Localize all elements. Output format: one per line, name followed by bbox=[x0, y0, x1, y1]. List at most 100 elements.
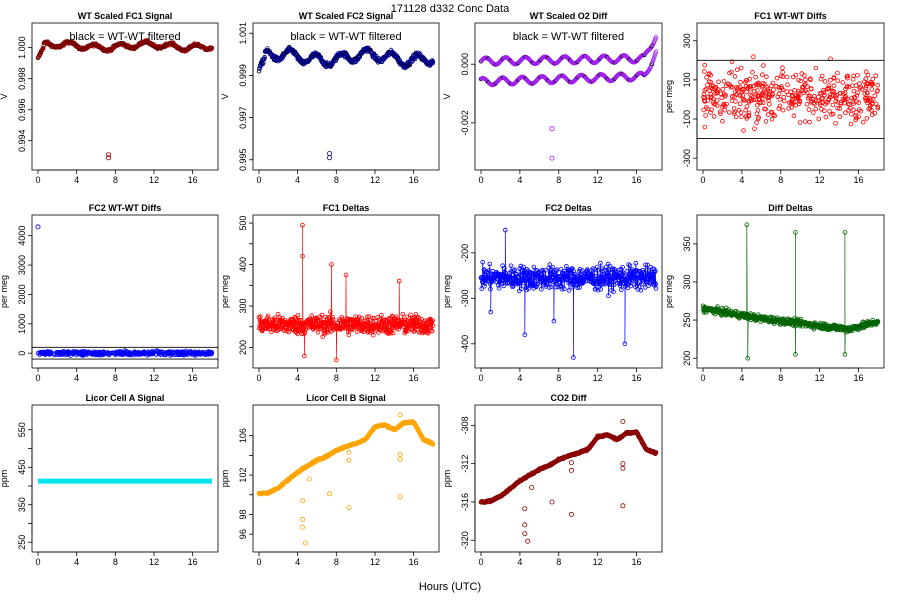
data-point bbox=[40, 350, 46, 356]
y-tick-label: 3000 bbox=[17, 255, 27, 275]
data-point bbox=[300, 222, 305, 228]
data-point bbox=[875, 104, 881, 110]
data-point bbox=[349, 317, 355, 323]
x-axis: 0 4 8 12 16 bbox=[35, 367, 198, 383]
data-point bbox=[870, 82, 875, 87]
annotation: black = WT-WT filtered bbox=[69, 31, 180, 43]
data-point bbox=[257, 314, 263, 320]
data-point bbox=[838, 101, 844, 107]
data-point bbox=[718, 109, 723, 114]
data-point bbox=[807, 119, 812, 125]
data-point bbox=[299, 498, 305, 504]
data-point bbox=[863, 69, 869, 74]
data-point bbox=[780, 107, 786, 113]
x-tick-label: 8 bbox=[334, 373, 339, 383]
data-point bbox=[733, 114, 739, 120]
data-point bbox=[722, 94, 728, 99]
x-tick-label: 8 bbox=[556, 175, 561, 185]
x-axis: 0 4 8 12 16 bbox=[700, 367, 864, 383]
data-point bbox=[300, 253, 305, 259]
data-point bbox=[754, 120, 759, 125]
x-tick-label: 16 bbox=[188, 175, 198, 185]
data-point bbox=[858, 84, 863, 90]
data-point bbox=[845, 101, 851, 106]
data-point bbox=[804, 102, 810, 107]
data-point bbox=[835, 78, 841, 83]
x-tick-label: 12 bbox=[370, 175, 380, 185]
panel-data bbox=[256, 44, 436, 161]
data-point bbox=[735, 85, 741, 91]
x-axis: 0 4 8 12 16 bbox=[256, 551, 419, 567]
data-point bbox=[302, 540, 308, 546]
data-point bbox=[849, 83, 855, 89]
data-point bbox=[869, 112, 875, 117]
data-point bbox=[742, 98, 747, 103]
data-point bbox=[767, 92, 772, 97]
data-point bbox=[303, 327, 308, 333]
data-point bbox=[752, 126, 757, 132]
data-point bbox=[800, 88, 805, 93]
data-point bbox=[819, 73, 825, 79]
data-point bbox=[743, 107, 748, 113]
data-point bbox=[755, 108, 761, 113]
data-point bbox=[865, 81, 870, 87]
x-tick-label: 12 bbox=[593, 373, 603, 383]
y-tick-label: 106 bbox=[238, 428, 248, 443]
data-point bbox=[857, 107, 862, 112]
data-point bbox=[106, 152, 112, 158]
y-tick-label: 4000 bbox=[17, 226, 27, 246]
data-point bbox=[749, 93, 755, 99]
data-point bbox=[860, 119, 866, 125]
data-point bbox=[868, 97, 874, 102]
x-tick-label: 0 bbox=[700, 373, 705, 383]
data-point bbox=[751, 83, 756, 89]
data-point bbox=[711, 96, 716, 101]
data-point bbox=[790, 96, 795, 102]
data-point bbox=[865, 72, 871, 78]
data-point bbox=[775, 94, 781, 100]
data-point bbox=[780, 74, 786, 79]
data-point bbox=[299, 516, 305, 522]
data-point bbox=[746, 110, 752, 116]
data-point bbox=[842, 90, 848, 95]
data-point bbox=[872, 111, 878, 116]
y-tick-label: -100 bbox=[682, 110, 692, 128]
y-tick-label: 0.995 bbox=[238, 149, 248, 172]
data-point bbox=[105, 351, 111, 357]
data-point bbox=[745, 84, 751, 90]
data-point bbox=[737, 92, 742, 98]
data-point bbox=[796, 101, 802, 107]
y-tick-label: 550 bbox=[17, 422, 27, 437]
data-point bbox=[333, 357, 339, 363]
data-point bbox=[758, 100, 764, 105]
data-point bbox=[653, 49, 659, 54]
data-point bbox=[780, 87, 786, 92]
data-point bbox=[708, 110, 713, 115]
data-point bbox=[837, 114, 843, 119]
x-tick-label: 12 bbox=[149, 175, 159, 185]
data-point bbox=[751, 97, 756, 103]
data-point bbox=[714, 89, 720, 94]
data-point bbox=[798, 92, 803, 97]
panel-title: FC1 Deltas bbox=[323, 203, 370, 213]
x-tick-label: 12 bbox=[149, 557, 159, 567]
y-axis-label: ppm bbox=[0, 470, 9, 488]
data-point bbox=[306, 476, 312, 482]
data-point bbox=[849, 95, 854, 101]
data-point bbox=[859, 87, 865, 92]
data-point bbox=[784, 74, 790, 80]
data-point bbox=[345, 329, 351, 335]
x-tick-label: 4 bbox=[295, 373, 300, 383]
data-point bbox=[792, 88, 797, 93]
data-point bbox=[845, 73, 850, 79]
panel-title: Licor Cell B Signal bbox=[306, 393, 386, 403]
y-tick-label: -300 bbox=[460, 289, 470, 307]
x-tick-label: 16 bbox=[409, 175, 419, 185]
data-point bbox=[833, 121, 838, 126]
data-point bbox=[797, 120, 803, 125]
data-point bbox=[741, 128, 746, 133]
